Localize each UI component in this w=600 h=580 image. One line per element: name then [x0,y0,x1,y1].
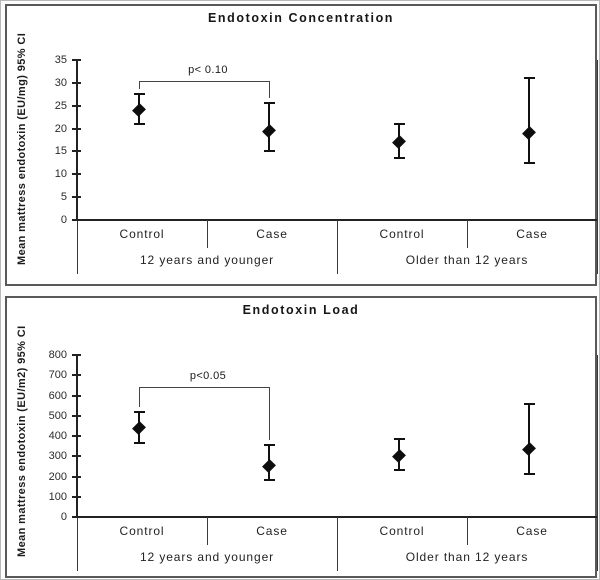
error-bar-cap-bottom [134,442,145,445]
y-tick-label: 35 [54,54,67,66]
group-label: 12 years and younger [139,550,275,564]
y-tick-mark [72,435,81,437]
category-divider [207,517,208,545]
error-bar [528,78,530,163]
x-axis-left-boundary [77,517,78,571]
y-tick-label: 5 [60,191,67,204]
group-divider [337,220,338,274]
error-bar-cap-top [134,93,145,96]
y-tick-label: 0 [60,511,67,523]
data-point-marker [132,420,146,435]
group-label: 12 years and younger [139,253,275,267]
chart-title: Endotoxin Concentration [207,11,395,25]
data-point-marker [132,103,146,118]
y-tick-label: 25 [54,99,67,112]
y-axis-line [76,60,78,220]
y-tick-label: 200 [48,470,67,483]
y-tick-mark [72,196,81,199]
data-point-marker [262,123,276,138]
significance-bracket-right-leg [269,387,270,441]
y-tick-mark [72,414,81,417]
y-tick-mark [72,219,81,221]
y-tick-label: 400 [48,430,67,442]
error-bar-cap-top [394,123,405,125]
category-label: Control [119,524,165,538]
y-tick-label: 500 [48,409,67,422]
category-label: Control [119,227,165,241]
error-bar-cap-top [264,102,275,105]
category-label: Control [379,524,425,538]
p-value-label: p<0.05 [189,370,227,383]
error-bar-cap-bottom [394,469,405,472]
y-tick-label: 20 [54,122,67,135]
y-tick-label: 30 [54,76,67,89]
y-tick-label: 0 [60,214,67,226]
group-label: Older than 12 years [405,550,529,564]
error-bar-cap-top [264,444,275,447]
y-tick-label: 300 [48,450,67,463]
category-label: Case [256,524,288,538]
data-point-marker [392,449,406,464]
plot-right-boundary [597,60,598,274]
y-tick-mark [72,354,81,356]
group-divider [337,517,338,571]
category-divider [467,220,468,248]
error-bar-cap-bottom [524,473,535,476]
y-tick-label: 700 [48,369,67,382]
significance-bracket-left-leg [139,387,140,407]
error-bar-cap-top [394,438,405,441]
y-tick-mark [72,455,81,458]
y-tick-label: 600 [48,389,67,402]
error-bar-cap-bottom [134,123,145,125]
chart-panel-endotoxin-load: Endotoxin Load Mean mattress endotoxin (… [5,296,598,578]
category-divider [467,517,468,545]
y-tick-mark [72,81,81,84]
y-tick-mark [72,173,81,176]
significance-bracket-left-leg [139,80,140,90]
data-point-marker [522,442,536,457]
y-tick-mark [72,150,81,153]
y-tick-label: 10 [54,168,67,181]
y-tick-mark [72,104,81,107]
group-label: Older than 12 years [405,253,529,267]
y-tick-label: 800 [48,349,67,361]
x-axis-left-boundary [77,220,78,274]
category-label: Case [516,524,548,538]
plot-area: 0 5 10 15 20 25 30 35 Control Case Control Case 12 y… [7,6,598,284]
plot-right-boundary [597,355,598,571]
y-tick-mark [72,516,81,518]
significance-bracket-bar [139,387,269,389]
error-bar-cap-top [524,77,535,80]
error-bar [528,403,530,475]
data-point-marker [262,459,276,474]
error-bar-cap-bottom [524,161,535,164]
y-tick-mark [72,374,81,377]
plot-area: 0 100 200 300 400 500 600 700 800 Control Case Cont… [7,298,598,576]
chart-title: Endotoxin Load [242,303,360,317]
category-label: Control [379,227,425,241]
error-bar-cap-top [524,402,535,405]
error-bar-cap-bottom [264,150,275,153]
significance-bracket-right-leg [269,80,270,99]
error-bar-cap-bottom [394,157,405,160]
p-value-label: p< 0.10 [188,63,228,76]
error-bar-cap-top [134,410,145,413]
y-tick-mark [72,394,81,397]
error-bar-cap-bottom [264,478,275,481]
data-point-marker [522,126,536,141]
data-point-marker [392,135,406,150]
category-divider [207,220,208,248]
chart-panel-endotoxin-concentration: Endotoxin Concentration Mean mattress en… [5,4,598,286]
category-label: Case [256,227,288,241]
significance-bracket-bar [139,80,269,82]
y-tick-mark [72,127,81,130]
category-label: Case [516,227,548,241]
y-tick-mark [72,59,81,61]
y-tick-label: 15 [54,145,67,158]
y-tick-mark [72,475,81,478]
y-tick-mark [72,495,81,498]
y-tick-label: 100 [48,490,67,503]
